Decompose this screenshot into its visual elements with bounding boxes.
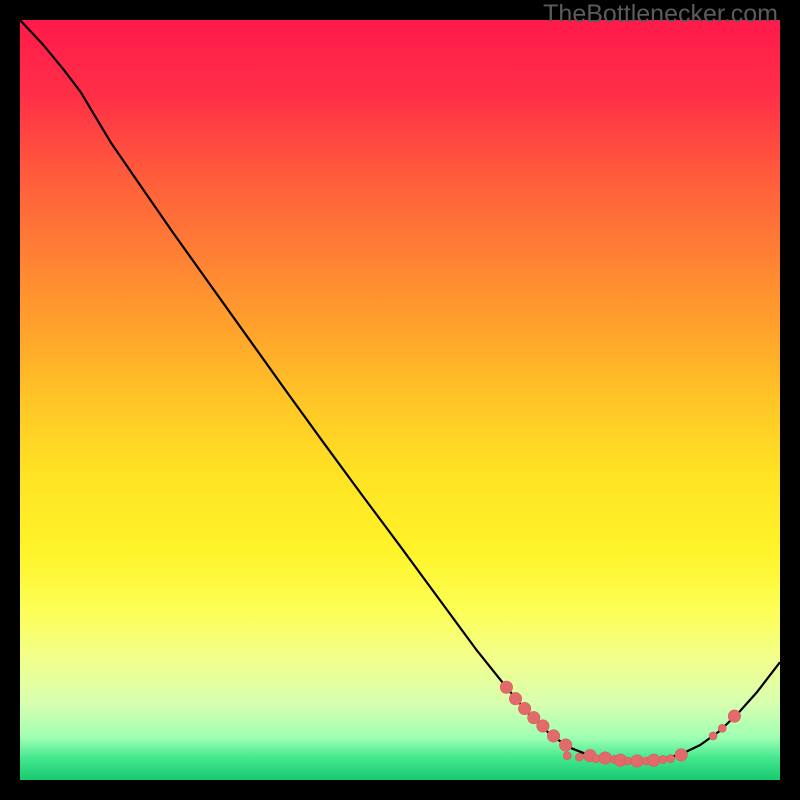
data-marker xyxy=(675,749,687,761)
data-marker xyxy=(631,755,643,767)
figure-root: TheBottlenecker.com xyxy=(0,0,800,800)
data-marker xyxy=(509,692,521,704)
data-marker xyxy=(563,752,571,760)
plot-svg xyxy=(20,20,780,780)
data-marker xyxy=(659,755,667,763)
data-marker xyxy=(559,739,571,751)
data-marker xyxy=(547,730,559,742)
data-marker xyxy=(599,752,611,764)
data-marker xyxy=(537,720,549,732)
data-marker xyxy=(718,724,726,732)
gradient-background xyxy=(20,20,780,780)
data-marker xyxy=(575,753,583,761)
data-marker xyxy=(648,754,660,766)
data-marker xyxy=(709,732,717,740)
plot-area xyxy=(20,20,780,780)
data-marker xyxy=(728,710,740,722)
watermark-text: TheBottlenecker.com xyxy=(543,0,778,29)
data-marker xyxy=(518,702,530,714)
data-marker xyxy=(500,681,512,693)
data-marker xyxy=(667,755,675,763)
